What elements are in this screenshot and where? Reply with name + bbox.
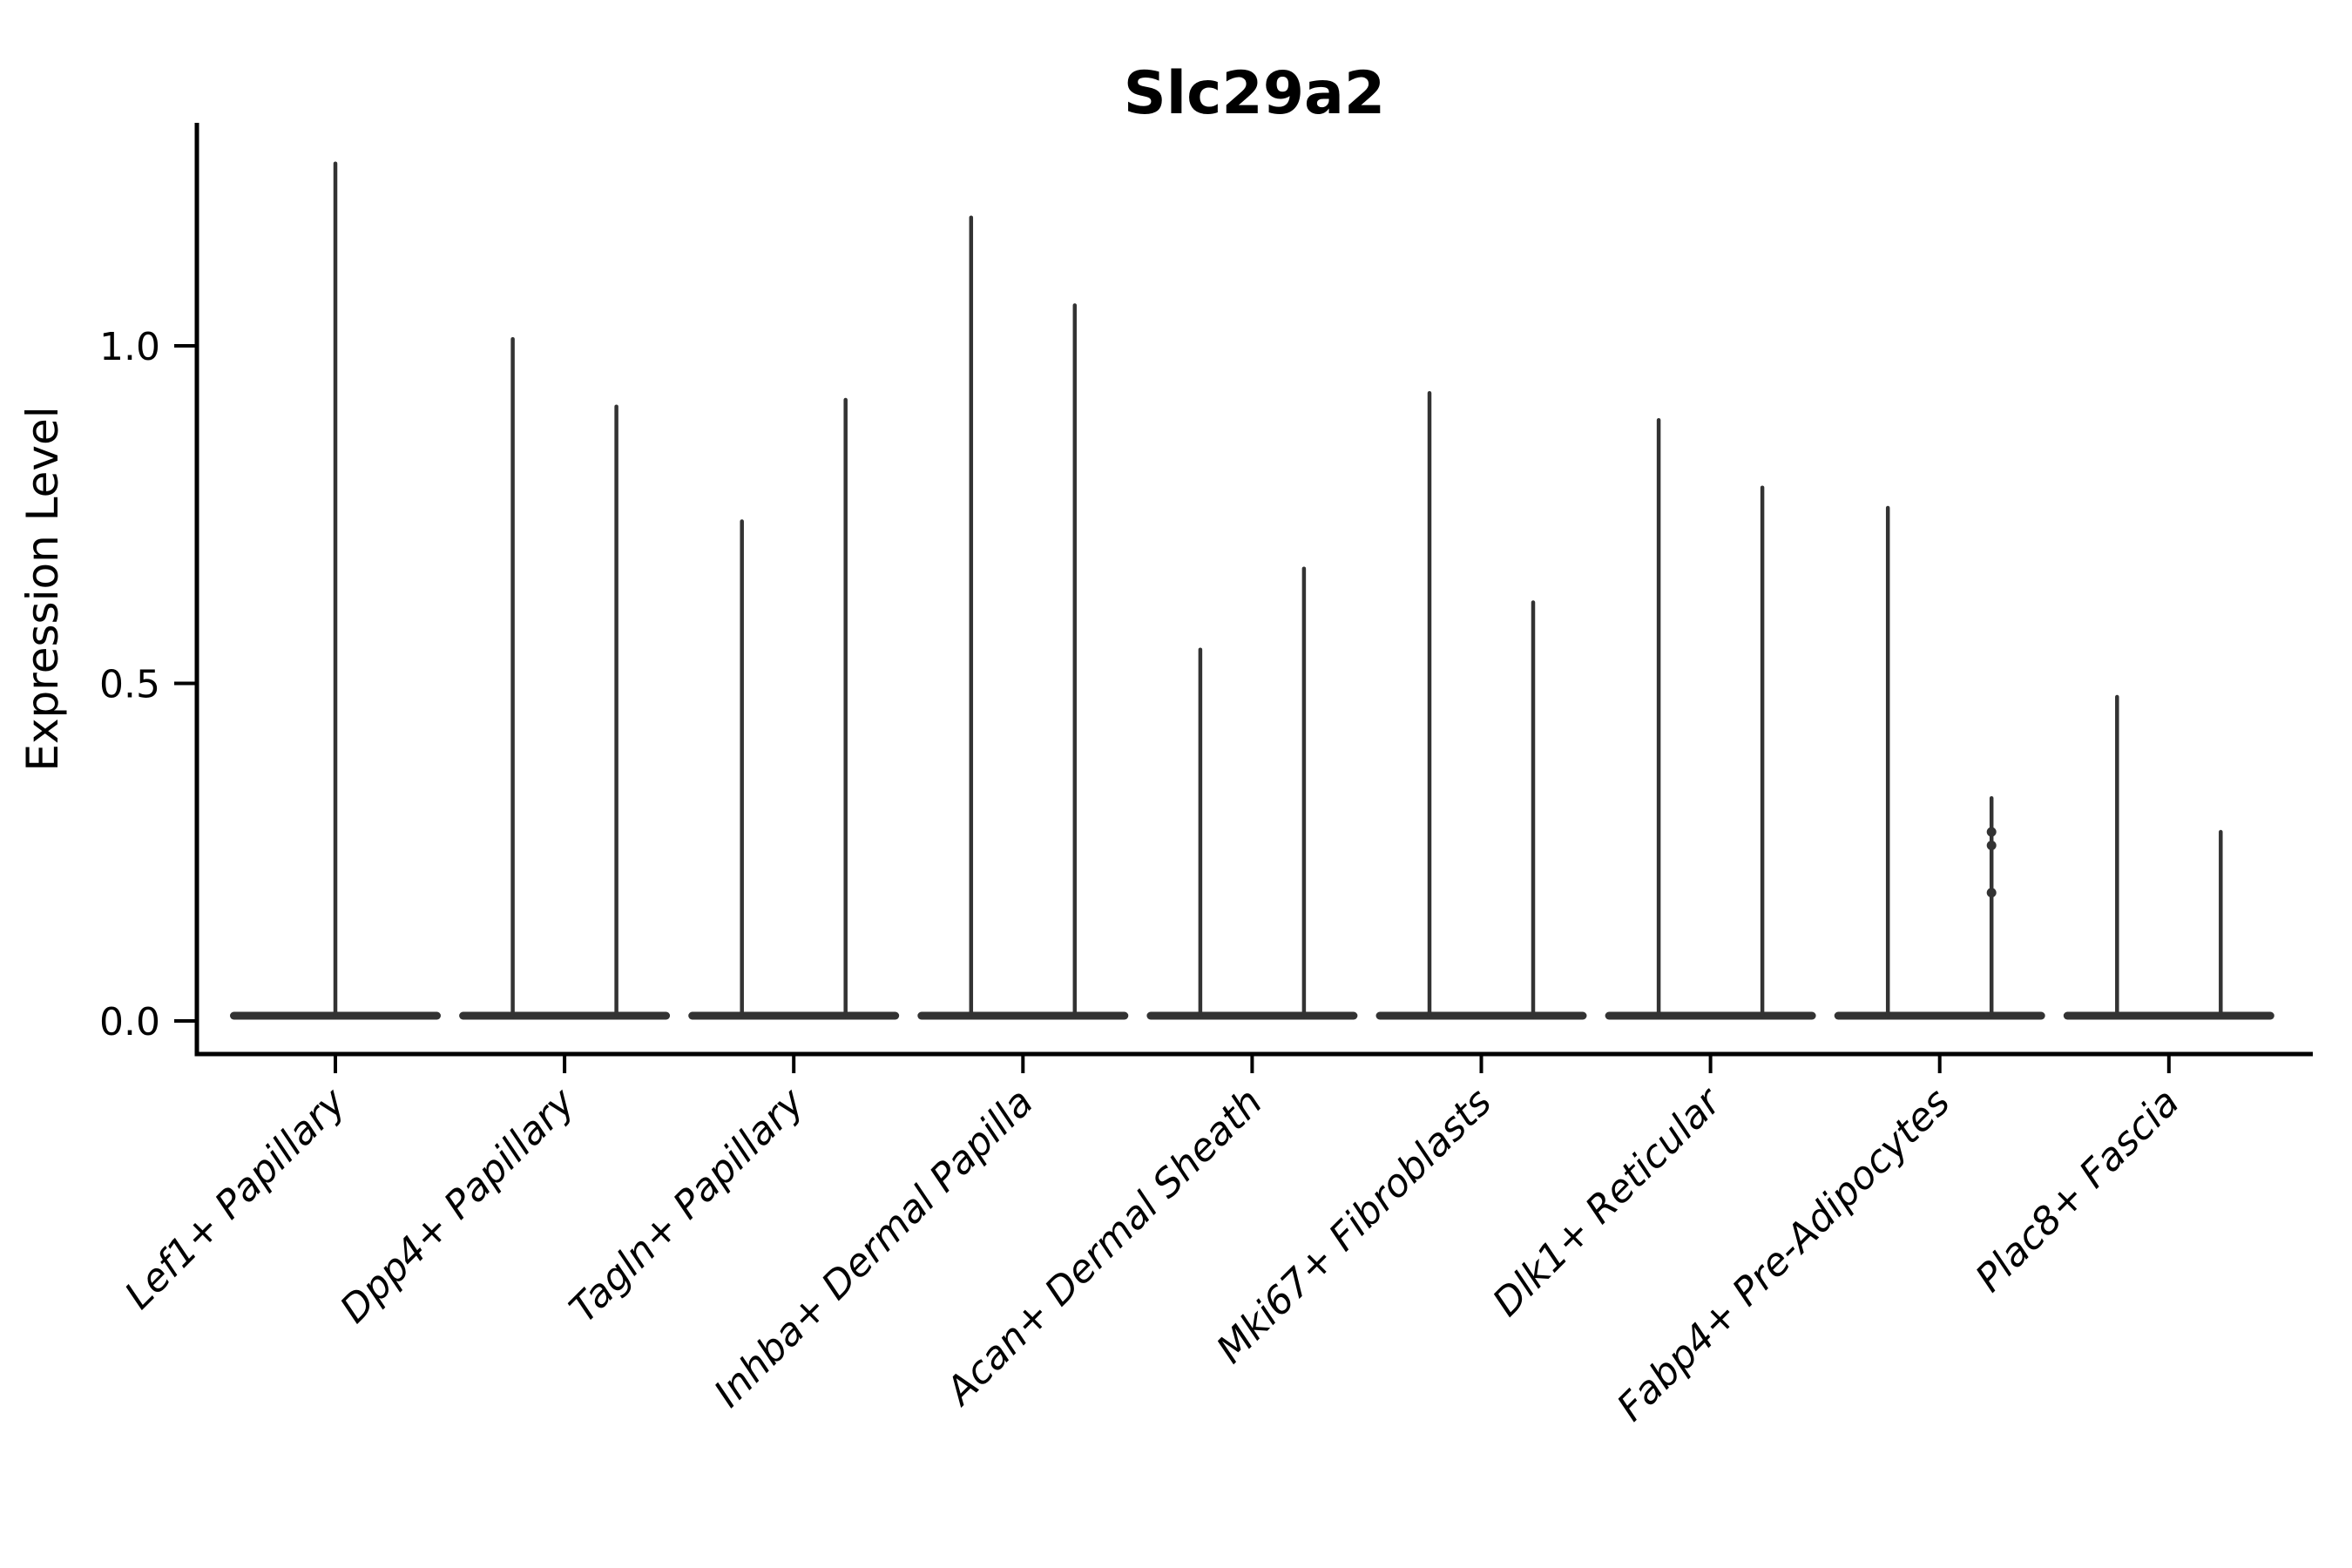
- violin-group: [1834, 505, 2045, 1020]
- violin-group: [459, 337, 671, 1020]
- violin-base: [917, 1011, 1129, 1020]
- violin-density-bump: [1986, 888, 1997, 898]
- chart-title: Slc29a2: [1124, 59, 1385, 128]
- y-tick-label: 0.0: [99, 1000, 160, 1044]
- x-tick-label: Dlk1+ Reticular: [1484, 1078, 1731, 1325]
- y-tick-label: 0.5: [99, 663, 160, 707]
- violin-group: [917, 215, 1129, 1020]
- violin-base: [459, 1011, 671, 1020]
- violin-base: [1605, 1011, 1816, 1020]
- x-tick-label: Tagln+ Papillary: [561, 1079, 813, 1331]
- x-tick-label: Lef1+ Papillary: [117, 1079, 355, 1318]
- violin-group: [688, 397, 900, 1020]
- violin-density-bump: [1986, 841, 1997, 850]
- violins-layer: [230, 161, 2274, 1020]
- violin-base: [1146, 1011, 1358, 1020]
- violin-base: [688, 1011, 900, 1020]
- violin-density-bump: [1986, 827, 1997, 837]
- violin-group: [2063, 694, 2274, 1020]
- violin-group: [1375, 391, 1587, 1020]
- y-axis-ticks: 0.0 0.5 1.0: [99, 325, 197, 1044]
- x-tick-label: Plac8+ Fascia: [1967, 1080, 2187, 1301]
- violin-group: [1605, 418, 1816, 1020]
- y-axis-label: Expression Level: [17, 406, 68, 771]
- x-tick-label: Dpp4+ Papillary: [332, 1079, 585, 1332]
- violin-base: [2063, 1011, 2274, 1020]
- y-tick-label: 1.0: [99, 325, 160, 369]
- violin-group: [230, 161, 441, 1020]
- violin-base: [1375, 1011, 1587, 1020]
- violin-group: [1146, 566, 1358, 1020]
- violin-base: [1834, 1011, 2045, 1020]
